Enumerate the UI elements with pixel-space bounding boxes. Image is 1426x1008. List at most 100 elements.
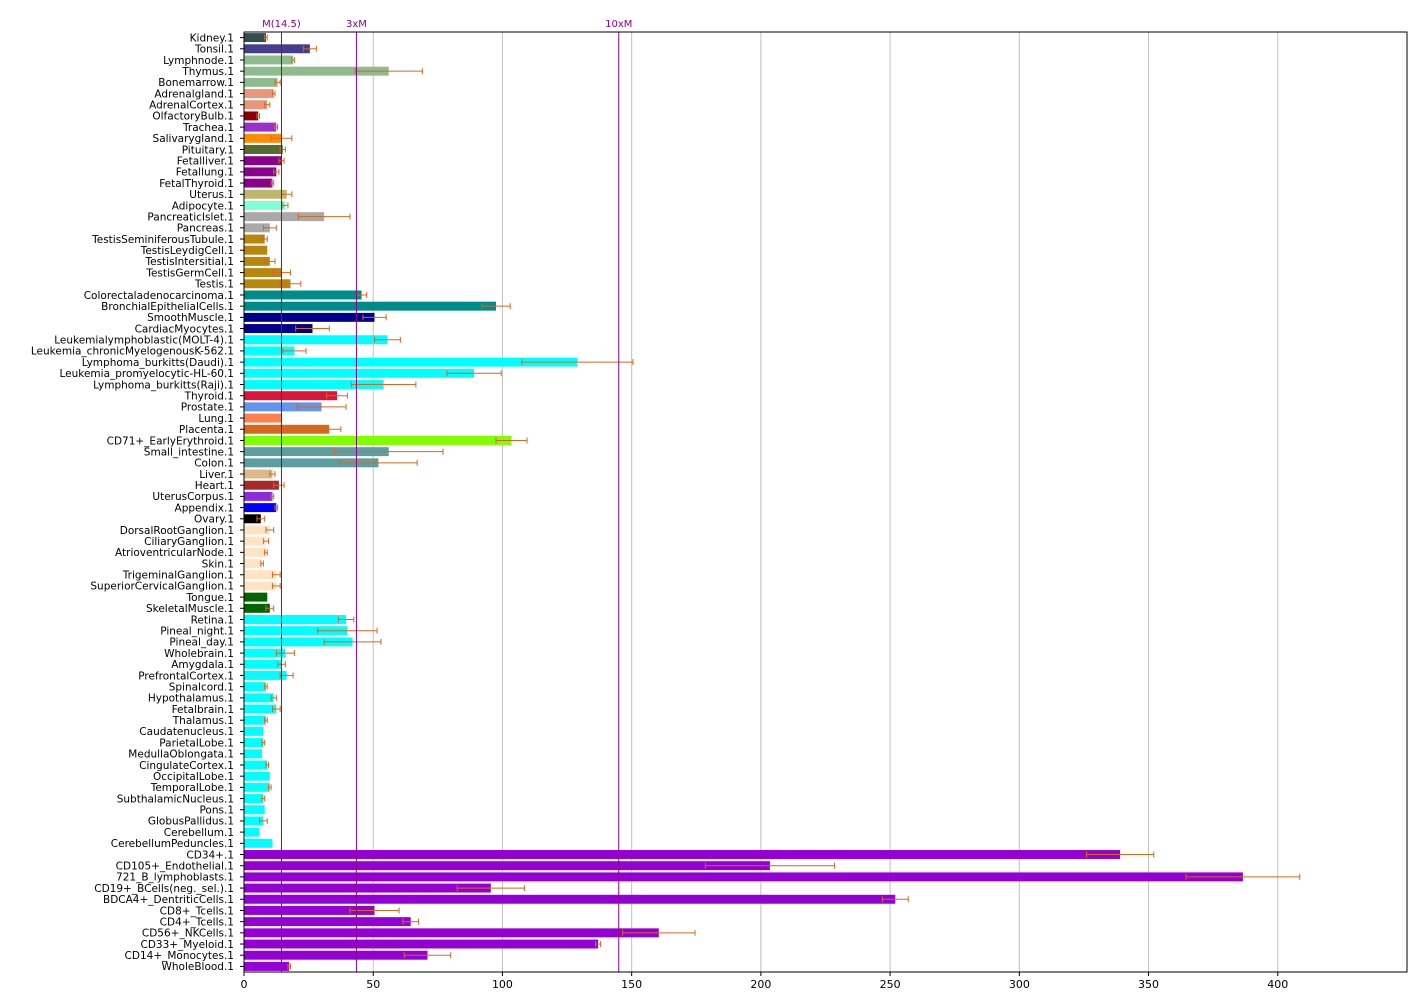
error-bar (262, 538, 270, 545)
category-label: CD71+_EarlyErythroid.1 (107, 435, 234, 447)
bar (244, 917, 411, 927)
category-label: Leukemia_chronicMyelogenousK-562.1 (31, 346, 234, 358)
error-bar (333, 448, 444, 455)
category-labels-layer: Kidney.1Tonsil.1Lymphnode.1Thymus.1Bonem… (31, 32, 244, 973)
error-bar (317, 627, 378, 634)
bar (244, 682, 266, 692)
bar (244, 738, 264, 748)
bar (244, 268, 282, 278)
category-label: AtrioventricularNode.1 (115, 547, 234, 559)
error-bar (297, 213, 351, 220)
bar (244, 805, 265, 815)
bar (244, 301, 496, 311)
bar (244, 827, 260, 837)
bar (244, 816, 264, 826)
bar (244, 603, 270, 613)
bar (244, 435, 512, 445)
error-bar (291, 56, 295, 63)
bar (244, 626, 348, 636)
category-label: Wholebrain.1 (164, 648, 234, 660)
bar (244, 380, 384, 389)
bar (244, 782, 270, 792)
error-bar (261, 739, 266, 746)
bar (244, 503, 277, 513)
x-tick-label: 300 (1009, 978, 1030, 991)
bar (244, 872, 1243, 882)
bar (244, 167, 277, 177)
category-label: FetalThyroid.1 (159, 178, 234, 190)
x-tick-label: 250 (880, 978, 901, 991)
bar (244, 961, 290, 971)
x-tick-label: 350 (1138, 978, 1159, 991)
category-label: Hypothalamus.1 (148, 693, 234, 705)
error-bar (354, 68, 423, 75)
error-bar (256, 112, 261, 119)
error-bar (326, 392, 348, 399)
error-bar (270, 694, 277, 701)
category-label: AdrenalCortex.1 (149, 100, 234, 112)
bar (244, 145, 283, 154)
bar (244, 245, 268, 255)
error-bar (1185, 873, 1301, 880)
category-label: Small_intestine.1 (144, 446, 234, 458)
error-bar (622, 929, 696, 936)
error-bar (262, 224, 277, 231)
x-tick-label: 200 (750, 978, 771, 991)
bar (244, 368, 475, 378)
error-bar (265, 605, 275, 612)
bar (244, 469, 273, 479)
error-bar (273, 168, 280, 175)
bar (244, 648, 286, 658)
category-label: CerebellumPeduncles.1 (111, 838, 234, 850)
category-label: CD33+_Myeloid.1 (140, 939, 234, 951)
error-bar (269, 471, 276, 478)
bar (244, 559, 263, 569)
x-tick-label: 400 (1267, 978, 1288, 991)
x-tick-label: 0 (241, 978, 248, 991)
error-bar (270, 180, 275, 187)
bar (244, 234, 265, 244)
bar (244, 715, 266, 725)
category-label: Leukemialymphoblastic(MOLT-4).1 (54, 335, 234, 347)
error-bar (282, 202, 289, 209)
bar (244, 850, 1121, 859)
bar (244, 693, 274, 703)
error-bar (279, 672, 294, 679)
category-label: Kidney.1 (190, 32, 234, 44)
error-bar (264, 34, 268, 41)
category-label: SubthalamicNucleus.1 (117, 793, 234, 805)
category-label: CD34+.1 (186, 849, 234, 861)
category-label: UterusCorpus.1 (152, 491, 234, 503)
bar (244, 424, 330, 434)
error-bar (362, 314, 387, 321)
category-label: Retina.1 (191, 614, 234, 626)
bar (244, 838, 273, 848)
error-bar (481, 303, 511, 310)
x-tick-label: 50 (366, 978, 380, 991)
category-label: TestisGermCell.1 (145, 267, 234, 279)
category-label: Pons.1 (199, 805, 234, 817)
bar (244, 514, 261, 524)
error-bar (374, 336, 401, 343)
error-bar (323, 638, 382, 645)
category-label: Adrenalgland.1 (154, 88, 234, 100)
error-bar (264, 258, 276, 265)
category-label: WholeBlood.1 (162, 961, 235, 973)
category-label: TrigeminalGanglion.1 (122, 570, 234, 582)
error-bar (256, 515, 266, 522)
error-bar (317, 426, 342, 433)
bar (244, 581, 277, 591)
category-label: Thalamus.1 (172, 715, 234, 727)
error-bar (456, 885, 525, 892)
category-label: Appendix.1 (175, 502, 234, 514)
category-label: Thymus.1 (181, 66, 234, 78)
error-bar (282, 347, 307, 354)
category-label: Pineal_day.1 (169, 637, 234, 649)
error-bar (273, 482, 285, 489)
error-bar (594, 941, 602, 948)
category-label: DorsalRootGanglion.1 (120, 525, 234, 537)
reference-line-label: M(14.5) (262, 19, 301, 30)
bar (244, 44, 310, 54)
bar (244, 570, 277, 580)
